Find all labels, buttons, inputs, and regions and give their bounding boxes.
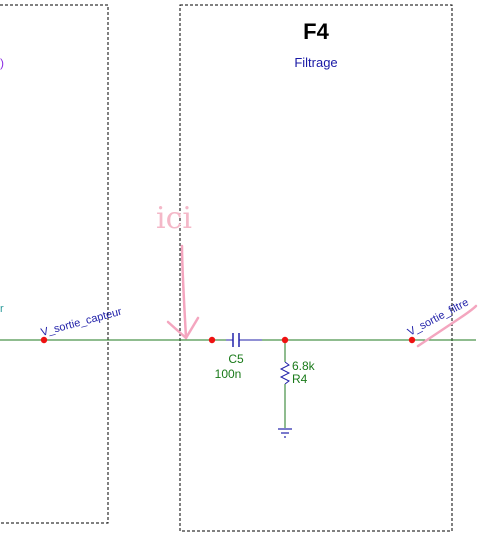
junction-out[interactable] — [408, 336, 416, 344]
left-edge-fragment: r — [0, 303, 4, 315]
junction-f4-in[interactable] — [208, 336, 216, 344]
annotation-group: ici — [156, 201, 478, 348]
annotation-arrow-icon — [180, 244, 188, 340]
capacitor-ref: C5 — [228, 352, 244, 366]
capacitor-c5[interactable] — [226, 333, 262, 347]
annotation-text: ici — [156, 201, 192, 236]
ground-symbol[interactable] — [278, 428, 292, 438]
resistor-value: 6.8k — [292, 359, 316, 373]
left-block-fragment: ) — [0, 56, 4, 70]
f4-block-subtitle: Filtrage — [294, 55, 337, 70]
junction-resistor[interactable] — [281, 336, 289, 344]
left-block-border — [0, 4, 109, 524]
f4-block-title: F4 — [303, 19, 329, 44]
junction-in[interactable] — [40, 336, 48, 344]
capacitor-value: 100n — [215, 367, 242, 381]
annotation-underline-icon — [416, 304, 478, 348]
resistor-r4[interactable] — [279, 340, 291, 428]
annotation-arrowhead-icon — [166, 316, 200, 340]
f4-block-border[interactable] — [179, 4, 453, 532]
resistor-ref: R4 — [292, 372, 308, 386]
net-label-in[interactable]: V_sortie_capteur — [40, 306, 124, 339]
